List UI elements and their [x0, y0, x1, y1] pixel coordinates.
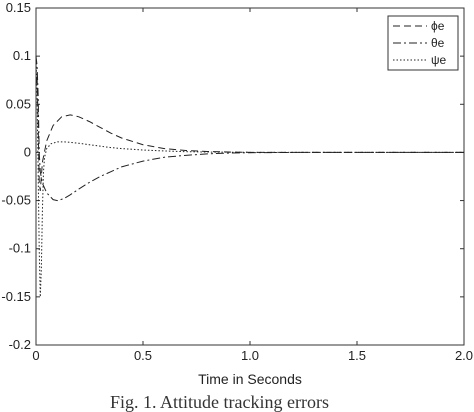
y-tick-label: -0.1 — [9, 241, 31, 256]
legend-label: ψe — [431, 53, 447, 67]
y-tick-label: -0.2 — [9, 337, 31, 352]
y-tick-label: 0.1 — [13, 48, 31, 63]
x-tick-label: 1.0 — [241, 348, 259, 363]
x-tick-label: 1.5 — [348, 348, 366, 363]
series-line-0 — [35, 75, 464, 191]
legend-label: ϕe — [431, 19, 445, 33]
x-tick-label: 0 — [32, 348, 39, 363]
y-tick-label: 0 — [24, 144, 31, 159]
series-line-1 — [35, 56, 464, 202]
x-tick-label: 2.0 — [455, 348, 473, 363]
x-tick-label: 0.5 — [134, 348, 152, 363]
x-axis-label: Time in Seconds — [198, 371, 302, 387]
figure-caption: Fig. 1. Attitude tracking errors — [110, 392, 329, 412]
y-tick-label: 0.05 — [6, 96, 31, 111]
y-tick-label: 0.15 — [6, 0, 31, 15]
y-tick-label: -0.15 — [1, 289, 31, 304]
y-tick-label: -0.05 — [1, 193, 31, 208]
legend-label: θe — [431, 36, 445, 50]
series-lines — [35, 56, 464, 297]
axis-ticks: 0 0.5 1.0 1.5 2.0 0.15 0.1 0.05 0 -0.05 -0.1 -0.15 -… — [1, 0, 473, 363]
series-line-2 — [35, 56, 464, 297]
legend: ϕe θe ψe — [387, 15, 459, 71]
